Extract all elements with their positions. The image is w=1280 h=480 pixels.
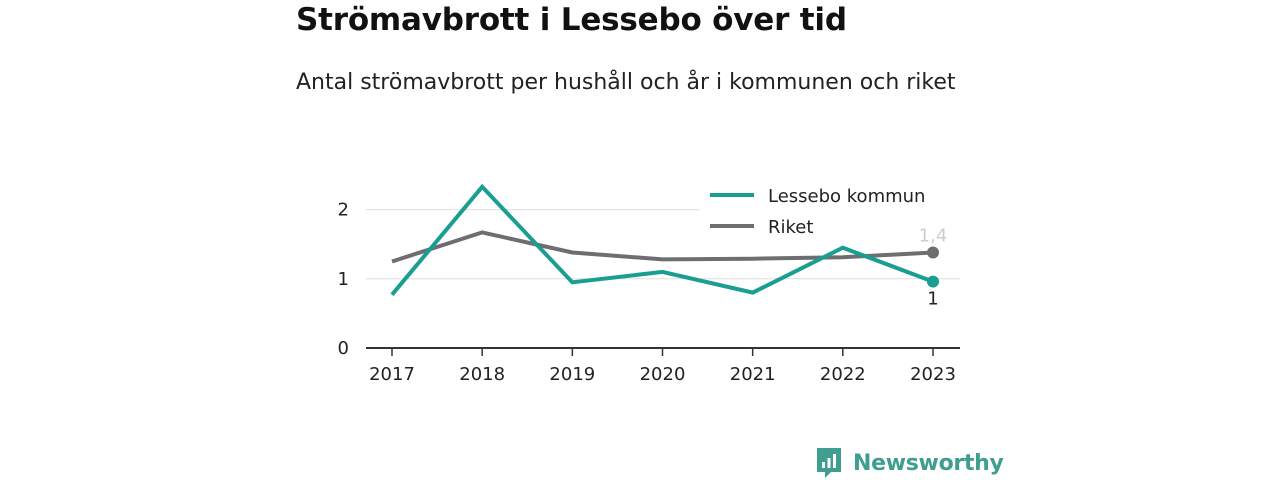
chart-title: Strömavbrott i Lessebo över tid [296,2,847,38]
x-tick-label: 2022 [820,364,866,385]
x-tick-label: 2017 [369,364,415,385]
end-label: 1 [927,289,938,310]
newsworthy-logo-icon [817,448,841,478]
newsworthy-brand: Newsworthy [815,446,1004,480]
series-line-lessebo-kommun [390,183,934,296]
legend-background [700,180,960,244]
end-marker-lessebo-kommun [927,275,939,288]
brand-name: Newsworthy [853,450,1004,476]
series-lines [390,183,934,296]
x-tick-label: 2019 [549,364,595,385]
series-line-riket [391,230,934,264]
y-tick-label: 0 [338,338,349,359]
x-axis-ticks: 2017 2018 2019 2020 2021 2022 2023 [369,348,956,385]
series-end-markers: 11,4 [919,226,948,310]
x-tick-label: 2020 [640,364,686,385]
legend-label: Lessebo kommun [768,186,925,207]
y-tick-label: 2 [338,200,349,221]
y-axis-ticks: 0 1 2 [338,200,349,359]
x-tick-label: 2023 [910,364,956,385]
legend-label: Riket [768,217,813,238]
y-tick-label: 1 [338,269,349,290]
chart-subtitle: Antal strömavbrott per hushåll och år i … [296,70,956,95]
end-marker-riket [927,246,939,259]
x-tick-label: 2021 [730,364,776,385]
x-tick-label: 2018 [459,364,505,385]
legend: Lessebo kommun Riket [700,180,960,244]
end-label: 1,4 [919,226,948,247]
